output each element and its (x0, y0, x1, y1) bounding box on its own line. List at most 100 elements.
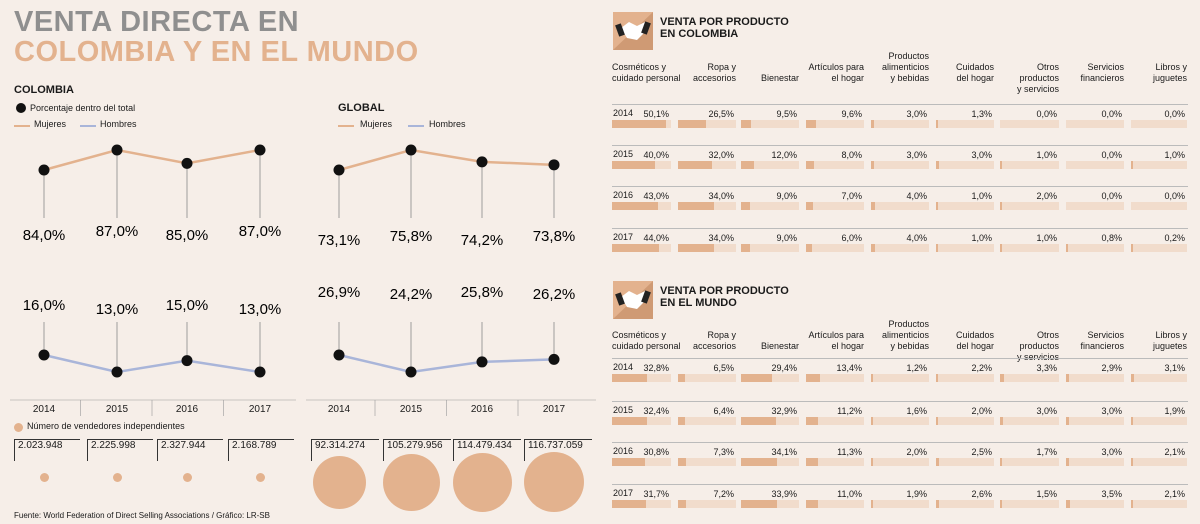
value-label: 1,0% (971, 233, 992, 243)
value-label: 6,5% (713, 363, 734, 373)
value-cell: 1,0% (936, 190, 994, 210)
value-label: 29,4% (771, 363, 797, 373)
row-year: 2017 (613, 488, 634, 498)
vendor-count: 2.225.998 (87, 439, 153, 461)
column-header: Servicios financieros (1080, 330, 1124, 351)
colombia-women-point (111, 144, 123, 156)
global-women-point (333, 164, 345, 176)
value-bar (871, 374, 873, 382)
value-label: 3,5% (1101, 489, 1122, 499)
row-divider (612, 484, 1188, 485)
value-label: 11,3% (837, 447, 862, 457)
value-bar (871, 417, 873, 425)
column-header: Bienestar (760, 73, 799, 83)
value-label: 4,0% (906, 191, 927, 201)
value-bar (871, 120, 875, 128)
value-bar (806, 120, 817, 128)
value-bar (678, 374, 685, 382)
value-bar (612, 374, 648, 382)
percent-legend-label: Porcentaje dentro del total (30, 103, 136, 113)
value-label: 0,8% (1101, 233, 1122, 243)
row-divider (612, 104, 1188, 105)
value-bar (1066, 374, 1070, 382)
value-cell: 7,2% (678, 488, 736, 508)
bar-track (1000, 244, 1059, 252)
row-divider (612, 358, 1188, 359)
value-label: 9,0% (776, 233, 797, 243)
row-year: 2015 (613, 149, 634, 159)
source-note: Fuente: World Federation of Direct Selli… (14, 511, 270, 520)
bar-track (806, 417, 864, 425)
value-bar (1000, 374, 1004, 382)
value-cell: 4,0% (871, 232, 929, 252)
value-label: 2,6% (971, 489, 992, 499)
women-legend-line (14, 125, 30, 127)
value-cell: 3,1% (1131, 362, 1187, 382)
vendor-count: 2.023.948 (14, 439, 80, 461)
value-bar (1000, 244, 1002, 252)
value-cell: 0,2% (1131, 232, 1187, 252)
value-cell: 9,5% (741, 108, 799, 128)
year-tick-label: 2017 (248, 404, 272, 415)
value-label: 2,1% (1164, 447, 1185, 457)
value-bar (741, 244, 751, 252)
global-men-value-label: 25,8% (461, 284, 504, 301)
value-label: 6,4% (713, 406, 734, 416)
bar-track (806, 161, 864, 169)
value-label: 4,0% (906, 233, 927, 243)
value-bar (1066, 458, 1070, 466)
value-label: 9,0% (776, 191, 797, 201)
vendor-bubble (452, 452, 512, 512)
bar-track (1131, 161, 1187, 169)
bar-track (806, 202, 864, 210)
value-bar (871, 202, 876, 210)
value-label: 1,0% (1036, 233, 1057, 243)
value-cell: 1,6% (871, 405, 929, 425)
value-bar (678, 244, 714, 252)
value-cell: 40,0% (612, 149, 671, 169)
bar-track (936, 417, 994, 425)
bar-track (936, 500, 994, 508)
value-bar (806, 244, 813, 252)
value-cell: 6,0% (806, 232, 864, 252)
table-title: EN EL MUNDO (660, 297, 737, 309)
global-label: GLOBAL (338, 102, 385, 114)
value-cell: 1,7% (1000, 446, 1059, 466)
value-cell: 0,0% (1066, 108, 1124, 128)
value-label: 30,8% (643, 447, 669, 457)
value-cell: 32,4% (612, 405, 671, 425)
value-label: 2,9% (1101, 363, 1122, 373)
value-label: 1,3% (971, 109, 992, 119)
title-line-2: COLOMBIA Y EN EL MUNDO (14, 36, 419, 68)
value-label: 11,2% (837, 406, 862, 416)
bar-track (806, 374, 864, 382)
value-cell: 43,0% (612, 190, 671, 210)
value-cell: 3,0% (1000, 405, 1059, 425)
value-bar (936, 374, 939, 382)
colombia-men-point (181, 355, 193, 367)
value-label: 44,0% (643, 233, 669, 243)
vendor-bubble (524, 452, 584, 512)
colombia-women-point (181, 157, 193, 169)
value-bar (806, 500, 818, 508)
value-bar (936, 202, 938, 210)
men-legend-line (80, 125, 96, 127)
bar-track (1066, 417, 1124, 425)
value-bar (741, 500, 777, 508)
bar-track (871, 120, 929, 128)
value-label: 13,4% (836, 363, 862, 373)
colombia-women-line (43, 148, 261, 172)
handshake-icon (613, 281, 653, 319)
vendor-count: 116.737.059 (524, 439, 592, 461)
global-men-legend-label: Hombres (429, 119, 466, 129)
value-bar (612, 120, 666, 128)
value-label: 3,0% (1101, 406, 1122, 416)
bar-track (871, 500, 929, 508)
value-cell: 32,9% (741, 405, 799, 425)
value-bar (871, 458, 874, 466)
value-cell: 50,1% (612, 108, 671, 128)
value-cell: 2,2% (936, 362, 994, 382)
colombia-men-point (38, 349, 50, 361)
value-bar (1131, 417, 1133, 425)
year-tick-label: 2014 (327, 404, 351, 415)
